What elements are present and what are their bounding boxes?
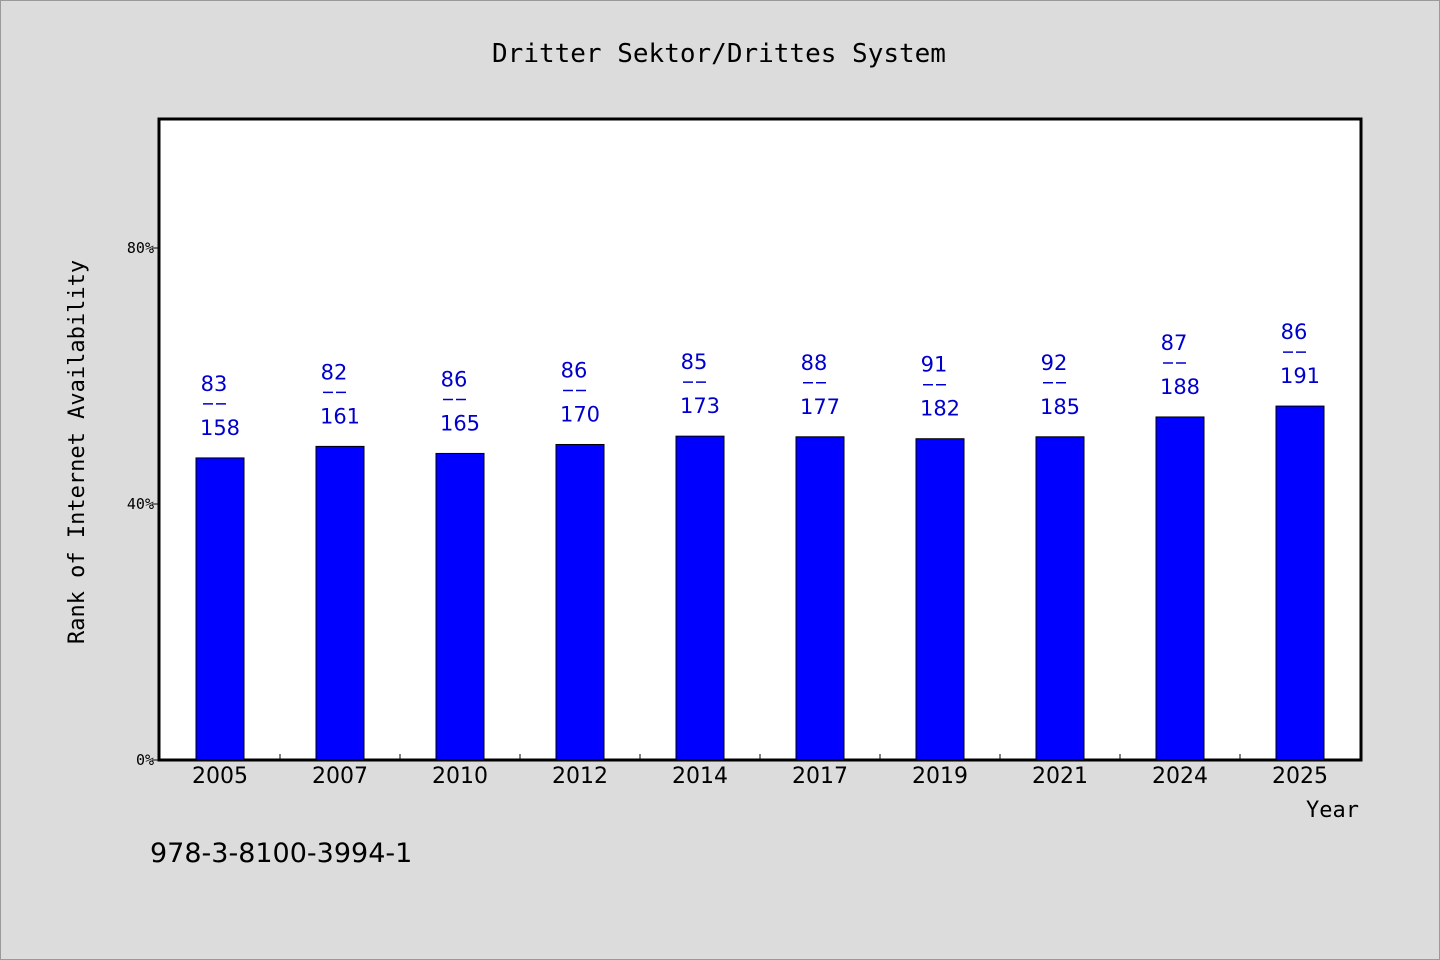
data-label-top: 88 — [801, 351, 828, 375]
x-axis: 2005 2007 2010 2012 2014 2017 2019 2021 2024 2025 — [192, 754, 1328, 789]
data-label-bottom: 191 — [1280, 364, 1320, 388]
data-label-bottom: 161 — [320, 404, 360, 428]
data-label-bottom: 170 — [560, 402, 600, 426]
data-label-bottom: 173 — [680, 394, 720, 418]
bar-series — [195, 405, 1325, 761]
x-axis-label: Year — [1306, 798, 1359, 823]
bar — [675, 435, 725, 761]
y-tick-label: 80% — [127, 239, 154, 257]
data-label-top: 86 — [1281, 320, 1308, 344]
bar — [435, 452, 485, 761]
x-tick-label: 2017 — [792, 764, 848, 789]
data-label-top: 87 — [1161, 331, 1188, 355]
bar — [1275, 405, 1325, 761]
data-label-top: 86 — [561, 358, 588, 382]
data-label-top: 91 — [921, 353, 948, 377]
data-label-bottom: 158 — [200, 416, 240, 440]
bar — [555, 443, 605, 761]
x-tick-label: 2021 — [1032, 764, 1088, 789]
y-tick-label: 40% — [127, 495, 154, 513]
x-tick-label: 2024 — [1152, 764, 1208, 789]
bar — [795, 436, 845, 761]
y-tick-label: 0% — [136, 751, 154, 769]
y-axis-label: Rank of Internet Availability — [65, 260, 90, 644]
x-tick-label: 2007 — [312, 764, 368, 789]
x-tick-label: 2014 — [672, 764, 728, 789]
x-tick-label: 2012 — [552, 764, 608, 789]
x-tick-label: 2005 — [192, 764, 248, 789]
data-label-bottom: 177 — [800, 395, 840, 419]
chart-title: Dritter Sektor/Drittes System — [492, 39, 946, 69]
data-label-top: 92 — [1041, 351, 1068, 375]
data-labels: 83 158 82 161 86 165 86 170 85 173 88 177 91 182 92 185… — [200, 320, 1320, 440]
bar — [1035, 436, 1085, 761]
data-label-top: 86 — [441, 367, 468, 391]
data-label-top: 83 — [201, 372, 228, 396]
bar — [1155, 416, 1205, 761]
bar — [915, 438, 965, 761]
x-tick-label: 2010 — [432, 764, 488, 789]
data-label-bottom: 185 — [1040, 395, 1080, 419]
data-label-top: 82 — [321, 360, 348, 384]
y-axis: 0% 40% 80% — [127, 239, 160, 769]
data-label-bottom: 165 — [440, 411, 480, 435]
bar — [315, 445, 365, 761]
bar — [195, 457, 245, 761]
x-tick-label: 2025 — [1272, 764, 1328, 789]
x-tick-label: 2019 — [912, 764, 968, 789]
data-label-bottom: 182 — [920, 397, 960, 421]
data-label-top: 85 — [681, 350, 708, 374]
data-label-bottom: 188 — [1160, 375, 1200, 399]
isbn-text: 978-3-8100-3994-1 — [150, 838, 412, 869]
